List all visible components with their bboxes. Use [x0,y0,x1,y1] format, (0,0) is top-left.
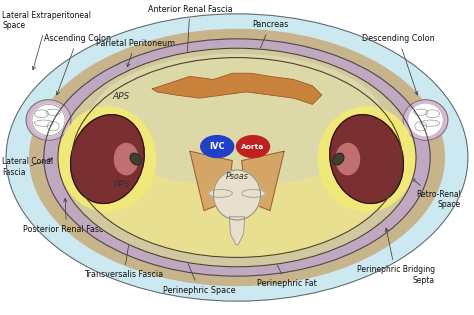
Text: Parietal Peritoneum: Parietal Peritoneum [96,39,175,67]
Polygon shape [229,217,245,245]
Ellipse shape [415,122,427,131]
Ellipse shape [26,100,71,140]
Ellipse shape [35,110,48,118]
Ellipse shape [426,110,439,118]
Ellipse shape [59,107,156,211]
Ellipse shape [333,153,344,165]
Ellipse shape [330,115,403,203]
Ellipse shape [47,122,59,131]
Text: Ascending Colon: Ascending Colon [44,34,111,95]
Ellipse shape [242,190,265,197]
Ellipse shape [32,104,65,136]
Ellipse shape [421,120,439,126]
Text: Perinephric Bridging
Septa: Perinephric Bridging Septa [357,228,435,285]
Ellipse shape [130,153,141,165]
Ellipse shape [336,143,359,175]
Circle shape [201,136,234,158]
Ellipse shape [46,109,60,115]
Text: Retromesenteric Plane: Retromesenteric Plane [250,112,367,126]
Text: Ureter: Ureter [140,138,188,157]
Text: Lateral Extraperitoneal
Space: Lateral Extraperitoneal Space [2,11,91,70]
Polygon shape [190,151,232,211]
Ellipse shape [409,104,442,136]
Circle shape [237,136,270,158]
Text: Anterior Renal Fascia: Anterior Renal Fascia [147,5,232,85]
Polygon shape [242,151,284,211]
Text: Lateral Conal
Fascia: Lateral Conal Fascia [2,157,54,177]
Ellipse shape [91,54,383,186]
Ellipse shape [209,190,232,197]
Ellipse shape [44,39,430,276]
Text: Psoas: Psoas [226,172,248,181]
Text: Retro-Renal
Space: Retro-Renal Space [412,179,461,209]
Text: Pancreas: Pancreas [247,20,288,79]
Ellipse shape [6,14,468,301]
Ellipse shape [213,170,261,220]
Text: APS: APS [113,92,130,101]
Text: Perinephric Fat: Perinephric Fat [256,243,316,289]
Text: Descending Colon: Descending Colon [362,34,435,95]
Text: Perinephric Space: Perinephric Space [163,243,236,295]
Text: Posterior Renal Fascia: Posterior Renal Fascia [23,198,110,234]
Polygon shape [152,73,322,104]
Ellipse shape [58,48,416,267]
Ellipse shape [71,115,144,203]
Text: PPS: PPS [113,180,130,189]
Text: Aorta: Aorta [241,144,264,150]
Ellipse shape [414,109,428,115]
Text: IVC: IVC [210,142,225,151]
Text: Transversalis Fascia: Transversalis Fascia [84,234,164,279]
Ellipse shape [403,100,448,140]
Ellipse shape [115,143,138,175]
Ellipse shape [35,120,53,126]
Ellipse shape [72,58,402,257]
Ellipse shape [30,30,444,285]
Ellipse shape [318,107,415,211]
